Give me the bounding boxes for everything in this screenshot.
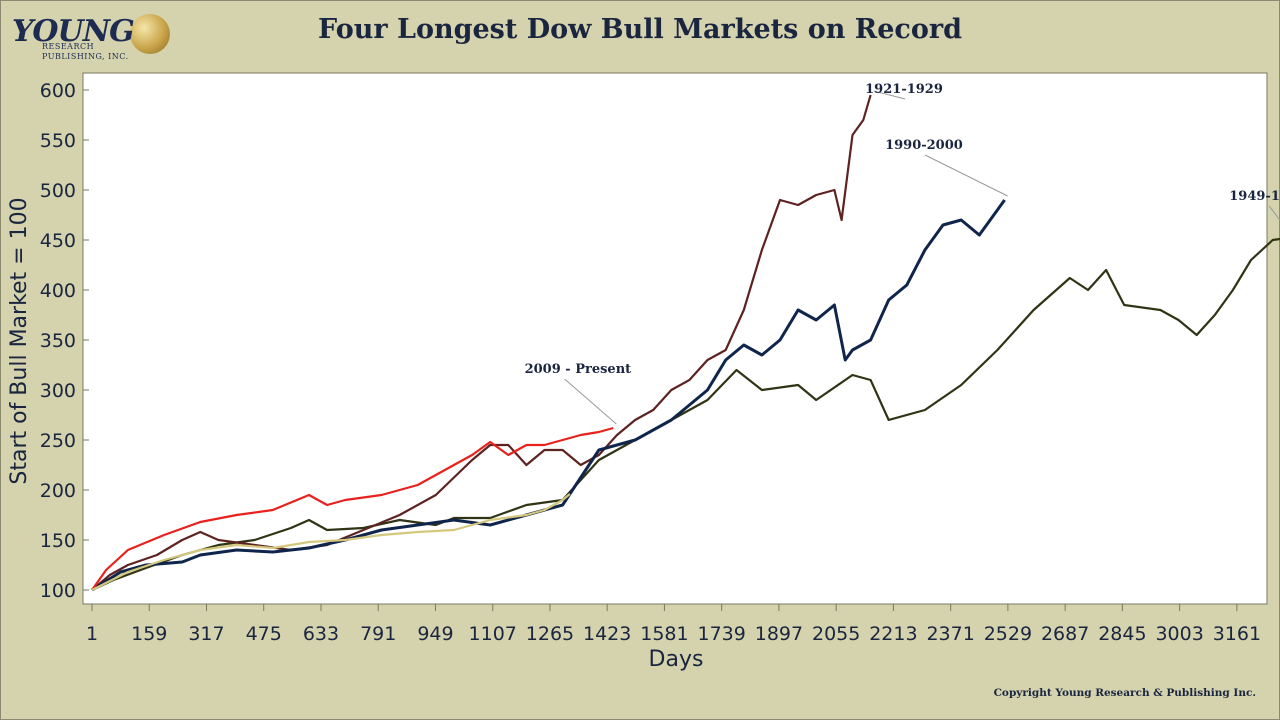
series-annotation-label: 1990-2000 — [885, 138, 963, 153]
x-tick-label: 3003 — [1155, 623, 1203, 645]
series-line-1949-1961 — [91, 237, 1280, 591]
series-group — [91, 94, 1280, 592]
y-tick-label: 350 — [40, 330, 76, 352]
series-annotation-label: 1921-1929 — [865, 82, 943, 97]
x-tick-label: 3161 — [1213, 623, 1261, 645]
y-tick-label: 550 — [40, 130, 76, 152]
series-line-2009-present — [91, 426, 614, 591]
y-tick-label: 200 — [40, 480, 76, 502]
series-line-1921-1929 — [91, 94, 872, 591]
x-tick-label: 2687 — [1041, 623, 1089, 645]
x-tick-label: 791 — [360, 623, 396, 645]
x-axis: 1 159 317 475 633 791 949 1107 1265 1423 1581 1739 1… — [86, 604, 1261, 645]
x-tick-label: 1423 — [583, 623, 631, 645]
annotation-leader-line — [564, 378, 617, 425]
series-line-unlabeled — [91, 493, 571, 591]
y-tick-label: 600 — [40, 80, 76, 102]
x-tick-label: 159 — [131, 623, 167, 645]
series-annotation-label: 2009 - Present — [525, 362, 632, 377]
annotation-leader-line — [873, 90, 906, 100]
annotation-leader-line — [1268, 205, 1280, 222]
plot-area — [82, 72, 1268, 605]
x-tick-label: 633 — [303, 623, 339, 645]
x-tick-label: 1265 — [526, 623, 574, 645]
copyright-text: Copyright Young Research & Publishing In… — [993, 687, 1256, 699]
series-line-1990-2000 — [91, 199, 1006, 592]
y-tick-label: 250 — [40, 430, 76, 452]
y-tick-label: 300 — [40, 380, 76, 402]
series-annotation-label: 1949-1961 — [1229, 189, 1280, 204]
annotations-group: 1949-1961 1921-1929 1990-2000 2009 - Presen… — [525, 82, 1280, 425]
x-axis-label: Days — [648, 647, 704, 672]
x-tick-label: 475 — [246, 623, 282, 645]
x-tick-label: 1739 — [697, 623, 745, 645]
x-tick-label: 2055 — [812, 623, 860, 645]
x-tick-label: 949 — [417, 623, 453, 645]
y-axis-label: Start of Bull Market = 100 — [7, 197, 32, 485]
y-tick-label: 150 — [40, 530, 76, 552]
y-tick-label: 400 — [40, 280, 76, 302]
globe-logo-icon — [130, 14, 170, 54]
company-logo: YOUNG RESEARCH PUBLISHING, INC. — [10, 12, 170, 62]
y-axis: 100 150 200 250 300 350 400 450 500 550 600 — [40, 80, 89, 602]
logo-wordmark: YOUNG — [12, 14, 135, 49]
x-tick-label: 2529 — [984, 623, 1032, 645]
logo-subtitle-research: RESEARCH — [42, 42, 95, 51]
x-tick-label: 1897 — [755, 623, 803, 645]
chart-title: Four Longest Dow Bull Markets on Record — [318, 14, 962, 45]
y-tick-label: 450 — [40, 230, 76, 252]
logo-subtitle-publishing: PUBLISHING, INC. — [42, 52, 129, 61]
x-tick-label: 1107 — [469, 623, 517, 645]
x-tick-label: 2371 — [926, 623, 974, 645]
y-tick-label: 100 — [40, 580, 76, 602]
x-tick-label: 2213 — [869, 623, 917, 645]
x-tick-label: 1581 — [640, 623, 688, 645]
annotation-leader-line — [924, 154, 1008, 197]
y-tick-label: 500 — [40, 180, 76, 202]
x-tick-label: 2845 — [1098, 623, 1146, 645]
x-tick-label: 317 — [188, 623, 224, 645]
x-tick-label: 1 — [86, 623, 98, 645]
